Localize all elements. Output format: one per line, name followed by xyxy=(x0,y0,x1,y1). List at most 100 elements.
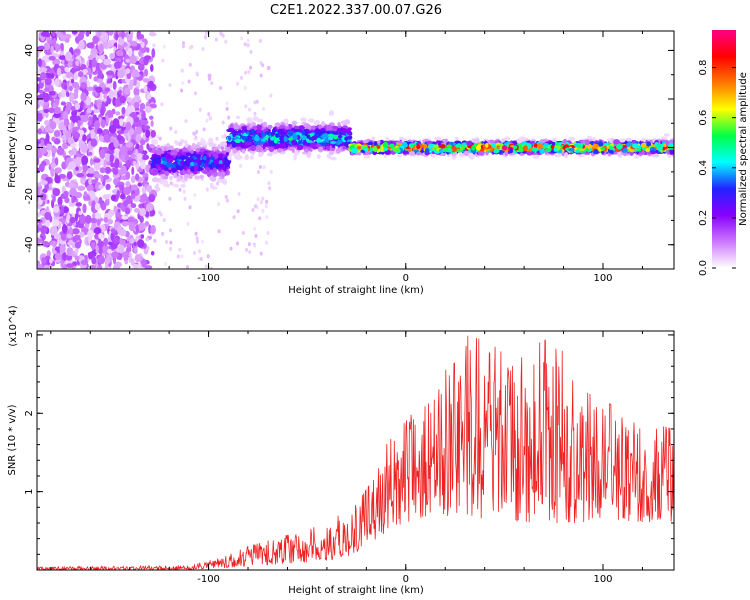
spectrogram-cell xyxy=(235,115,240,120)
spectrogram-cell xyxy=(158,210,162,215)
spectrogram-cell xyxy=(300,135,307,141)
spectrogram-cell xyxy=(106,149,115,155)
spectrogram-cell xyxy=(37,263,43,269)
spectrogram-cell xyxy=(87,167,95,174)
spectrogram-cell xyxy=(318,139,323,143)
spectrogram-cell xyxy=(113,261,122,268)
spectrogram-cell xyxy=(134,254,142,263)
spectrogram-cell xyxy=(44,49,53,56)
spectrogram-cell xyxy=(151,139,159,145)
spectrogram-cell xyxy=(95,173,102,179)
spectrogram-cell xyxy=(115,32,119,41)
spectrogram-cell xyxy=(181,147,187,153)
spectrogram-cell xyxy=(327,135,334,141)
spectrogram-cell xyxy=(254,141,260,146)
spectrogram-cell xyxy=(73,131,81,139)
spectrogram-cell xyxy=(38,89,44,94)
spectrogram-cell xyxy=(174,130,178,135)
spectrogram-cell xyxy=(109,53,116,60)
spectrogram-cell xyxy=(99,149,106,160)
spectrogram-cell xyxy=(185,265,189,269)
spectrogram-cell xyxy=(120,145,128,155)
spectrogram-cell xyxy=(217,202,221,207)
spectrogram-cell xyxy=(78,40,85,50)
spectrogram-cell xyxy=(52,58,61,66)
spectrogram-cell xyxy=(86,107,92,114)
spectrogram-cell xyxy=(50,167,55,178)
spectrogram-cell xyxy=(109,153,115,163)
spectrogram-cell xyxy=(145,129,151,138)
spectrogram-cell xyxy=(53,130,61,138)
spectrogram-cell xyxy=(252,116,259,121)
spectrogram-cell xyxy=(144,265,153,269)
spectrogram-cell xyxy=(253,100,257,105)
spectrogram-cell xyxy=(164,170,169,177)
spectrogram-cell xyxy=(142,150,148,155)
spectrogram-cell xyxy=(93,120,101,129)
spectrogram-cell xyxy=(532,154,540,160)
spectrogram-cell xyxy=(62,74,67,80)
spectrogram-cell xyxy=(40,139,45,147)
spectrogram-cell xyxy=(308,133,315,137)
spectrogram-cell xyxy=(127,216,135,223)
spectrogram-cell xyxy=(149,103,157,109)
spectrogram-cell xyxy=(183,165,188,171)
spectrogram-cell xyxy=(66,171,73,180)
spectrogram-cell xyxy=(105,114,109,124)
spectrogram-cell xyxy=(240,75,244,80)
spectrogram-cell xyxy=(73,48,81,54)
spectrogram-cell xyxy=(88,115,93,126)
spectrogram-cell xyxy=(97,69,103,79)
spectrogram-cell xyxy=(434,136,442,141)
spectrogram-cell xyxy=(660,136,668,141)
spectrogram-cell xyxy=(189,161,195,167)
spectrogram-cell xyxy=(86,86,94,92)
spectrogram-cell xyxy=(347,127,352,131)
spectrogram-cell xyxy=(128,127,135,135)
spectrogram-cell xyxy=(330,140,336,145)
spectrogram-cell xyxy=(137,239,145,248)
spectrogram-cell xyxy=(75,60,80,66)
spectrogram-cell xyxy=(68,182,76,190)
spectrogram-cell xyxy=(77,185,86,191)
spectrogram-cell xyxy=(133,242,137,247)
spectrogram-cell xyxy=(168,166,172,171)
spectrogram-cell xyxy=(42,92,50,103)
spectrogram-cell xyxy=(82,203,87,214)
spectrogram-cell xyxy=(208,137,214,143)
spectrogram-cell xyxy=(300,117,307,122)
spectrogram-cell xyxy=(49,121,57,130)
spectrogram-cell xyxy=(251,207,255,212)
spectrogram-cell xyxy=(200,162,206,167)
spectrogram-cell xyxy=(54,175,61,184)
spectrogram-cell xyxy=(207,112,211,117)
spectrogram-cell xyxy=(51,31,56,37)
spectrogram-cell xyxy=(86,184,94,192)
spectrogram-heatmap xyxy=(37,31,674,269)
spectrogram-cell xyxy=(71,147,77,156)
spectrogram-cell xyxy=(236,241,240,246)
spectrogram-cell xyxy=(287,130,294,137)
spectrogram-cell xyxy=(162,179,168,184)
spectrogram-cell xyxy=(200,139,206,145)
spectrogram-cell xyxy=(257,152,263,158)
spectrogram-cell xyxy=(139,105,144,114)
spectrogram-cell xyxy=(83,191,88,197)
spectrogram-cell xyxy=(162,44,166,49)
spectrogram-cell xyxy=(98,196,103,206)
spectrogram-cell xyxy=(150,130,156,138)
spectrogram-cell xyxy=(76,173,85,178)
spectrogram-cell xyxy=(203,34,207,39)
spectrogram-cell xyxy=(256,197,260,202)
spectrogram-cell xyxy=(95,245,99,255)
spectrogram-cell xyxy=(124,153,130,162)
spectrogram-cell xyxy=(311,125,316,130)
spectrogram-cell xyxy=(105,70,114,76)
spectrogram-cell xyxy=(128,221,136,232)
spectrogram-cell xyxy=(110,194,117,202)
spectrogram-cell xyxy=(121,106,126,115)
spectrogram-cell xyxy=(91,179,97,184)
spectrogram-cell xyxy=(244,70,248,75)
spectrogram-cell xyxy=(109,39,117,44)
spectrogram-cell xyxy=(235,146,242,151)
